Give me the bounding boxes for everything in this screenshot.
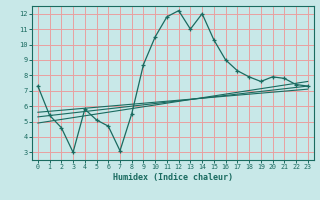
X-axis label: Humidex (Indice chaleur): Humidex (Indice chaleur) bbox=[113, 173, 233, 182]
